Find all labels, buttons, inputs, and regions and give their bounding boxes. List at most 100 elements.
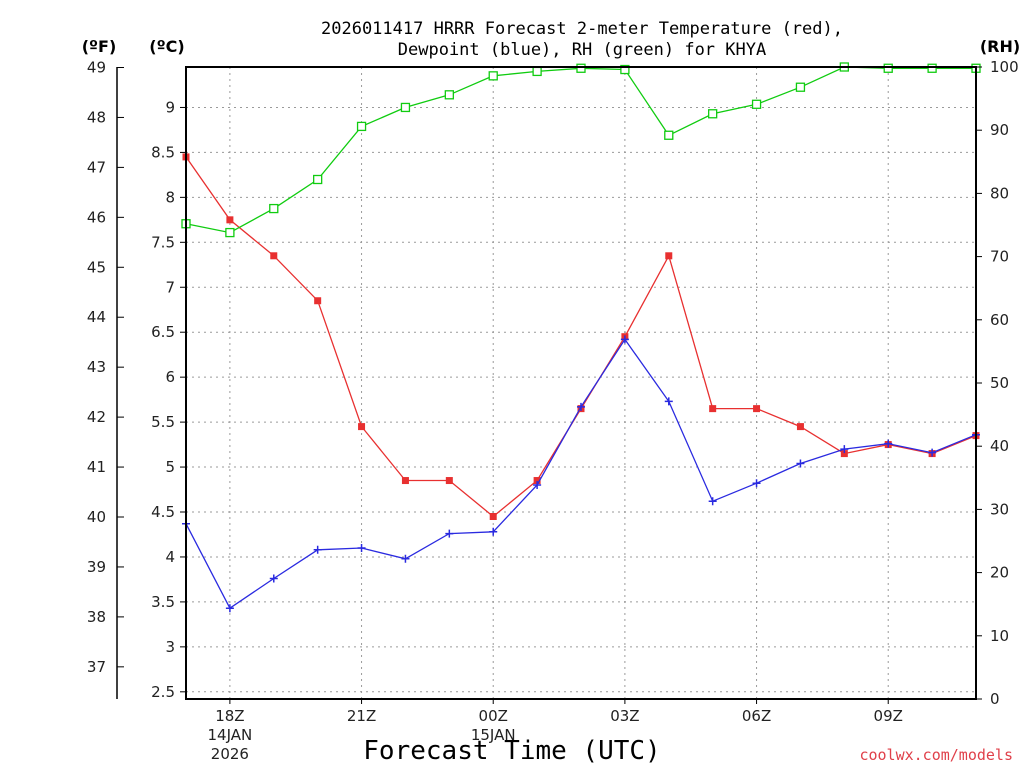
credit-link[interactable]: coolwx.com/models bbox=[859, 746, 1013, 764]
x-tick-label: 18Z bbox=[215, 707, 244, 725]
dewpoint-point bbox=[533, 481, 542, 490]
dewpoint-point bbox=[840, 445, 849, 454]
rh-tick-label: 70 bbox=[990, 248, 1009, 266]
celsius-tick-label: 3 bbox=[165, 638, 175, 656]
x-tick-label: 2026 bbox=[211, 745, 249, 763]
dewpoint-point bbox=[269, 574, 278, 583]
celsius-tick-label: 7 bbox=[165, 278, 175, 296]
x-tick-label: 09Z bbox=[874, 707, 903, 725]
x-tick-label: 15JAN bbox=[471, 726, 516, 744]
dewpoint-line bbox=[185, 338, 977, 610]
rh-point bbox=[795, 82, 806, 92]
axes-ticks: 2.5 3 3.5 4 4.5 5 5.5 6 6.5 7 7.5 8 8.5 9 18Z14JAN2026… bbox=[87, 58, 1019, 763]
temp-point bbox=[489, 513, 497, 521]
rh-point bbox=[532, 66, 542, 77]
temp-point bbox=[665, 252, 673, 260]
rh-point bbox=[400, 102, 411, 113]
celsius-unit-label: (ºC) bbox=[149, 37, 184, 56]
rh-point bbox=[356, 121, 367, 132]
chart-title-line1: 2026011417 HRRR Forecast 2-meter Tempera… bbox=[321, 19, 843, 39]
temp-point bbox=[796, 423, 804, 431]
temp-line bbox=[185, 156, 977, 518]
fahrenheit-tick-label: 41 bbox=[87, 458, 106, 476]
fahrenheit-tick-label: 37 bbox=[87, 658, 106, 676]
fahrenheit-tick-label: 38 bbox=[87, 608, 106, 626]
dewpoint-point bbox=[928, 448, 937, 457]
rh-point bbox=[488, 71, 498, 81]
rh-point bbox=[313, 174, 323, 185]
fahrenheit-tick-label: 40 bbox=[87, 508, 106, 526]
rh-point bbox=[444, 90, 454, 100]
rh-tick-label: 10 bbox=[990, 627, 1009, 645]
dewpoint-point bbox=[664, 397, 673, 406]
x-axis-label: Forecast Time (UTC) bbox=[363, 736, 660, 766]
x-tick-label: 00Z bbox=[479, 707, 508, 725]
dewpoint-point bbox=[796, 459, 805, 468]
dewpoint-point bbox=[401, 554, 410, 563]
grid bbox=[186, 67, 976, 699]
fahrenheit-tick-label: 47 bbox=[87, 158, 106, 176]
rh-tick-label: 60 bbox=[990, 311, 1009, 329]
celsius-tick-label: 9 bbox=[165, 98, 175, 116]
rh-point bbox=[708, 109, 718, 119]
rh-point bbox=[927, 63, 937, 73]
dewpoint-point bbox=[620, 335, 629, 344]
rh-point bbox=[883, 63, 893, 73]
temp-point bbox=[314, 297, 322, 305]
rh-point bbox=[664, 130, 674, 140]
series-layer bbox=[181, 62, 981, 613]
celsius-tick-label: 7.5 bbox=[151, 233, 175, 251]
rh-point bbox=[225, 227, 235, 238]
dewpoint-point bbox=[225, 604, 234, 613]
temp-point bbox=[753, 405, 761, 413]
celsius-tick-label: 8.5 bbox=[151, 143, 175, 161]
dewpoint-point bbox=[445, 529, 454, 538]
celsius-tick-label: 3.5 bbox=[151, 593, 175, 611]
temp-point bbox=[270, 252, 278, 260]
rh-tick-label: 20 bbox=[990, 564, 1009, 582]
rh-tick-label: 40 bbox=[990, 437, 1009, 455]
dewpoint-point bbox=[313, 545, 322, 554]
temp-point bbox=[445, 477, 453, 485]
rh-tick-label: 80 bbox=[990, 184, 1009, 202]
dewpoint-point bbox=[577, 402, 585, 411]
plot-frame bbox=[185, 66, 977, 700]
fahrenheit-tick-label: 45 bbox=[87, 258, 106, 276]
x-tick-label: 21Z bbox=[347, 707, 376, 725]
celsius-tick-label: 2.5 bbox=[151, 683, 175, 701]
dewpoint-point bbox=[489, 527, 498, 536]
temp-point bbox=[533, 477, 541, 485]
rh-line bbox=[185, 66, 976, 234]
x-tick-label: 14JAN bbox=[208, 726, 253, 744]
rh-tick-label: 30 bbox=[990, 500, 1009, 518]
celsius-tick-label: 5 bbox=[165, 458, 175, 476]
rh-point bbox=[269, 203, 279, 214]
fahrenheit-tick-label: 46 bbox=[87, 208, 106, 226]
x-tick-label: 06Z bbox=[742, 707, 771, 725]
celsius-tick-label: 4 bbox=[165, 548, 175, 566]
fahrenheit-tick-label: 44 bbox=[87, 308, 106, 326]
fahrenheit-unit-label: (ºF) bbox=[82, 37, 117, 56]
chart-title-line2: Dewpoint (blue), RH (green) for KHYA bbox=[398, 40, 766, 60]
dewpoint-point bbox=[884, 439, 893, 448]
dewpoint-point bbox=[708, 497, 717, 506]
celsius-tick-label: 8 bbox=[165, 188, 175, 206]
fahrenheit-tick-label: 39 bbox=[87, 558, 106, 576]
x-tick-label: 03Z bbox=[610, 707, 639, 725]
rh-tick-label: 0 bbox=[990, 690, 1000, 708]
fahrenheit-tick-label: 48 bbox=[87, 108, 106, 126]
fahrenheit-tick-label: 43 bbox=[87, 358, 106, 376]
temp-point bbox=[401, 477, 409, 485]
temp-point bbox=[358, 423, 366, 431]
dewpoint-point bbox=[752, 479, 761, 488]
series-rh bbox=[181, 62, 981, 238]
fahrenheit-tick-label: 42 bbox=[87, 408, 106, 426]
dewpoint-point bbox=[357, 543, 366, 552]
rh-point bbox=[751, 99, 762, 109]
celsius-tick-label: 4.5 bbox=[151, 503, 175, 521]
rh-point bbox=[620, 64, 630, 75]
celsius-tick-label: 6.5 bbox=[151, 323, 175, 341]
rh-tick-label: 100 bbox=[990, 58, 1019, 76]
temp-point bbox=[840, 450, 848, 458]
